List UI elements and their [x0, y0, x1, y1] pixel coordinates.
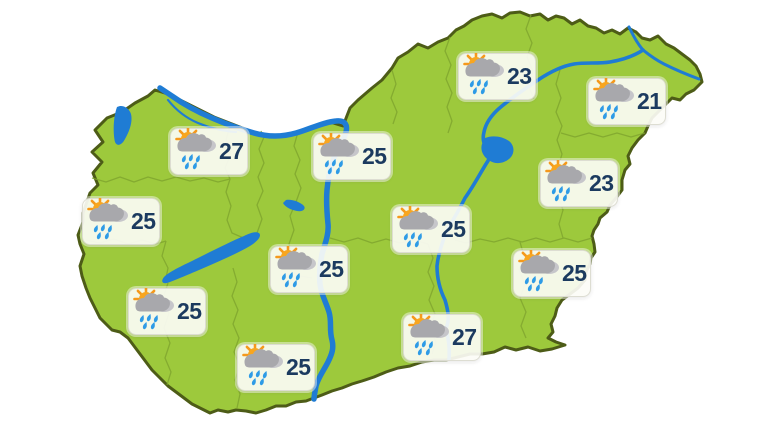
- temperature-label: 25: [177, 298, 202, 324]
- weather-badge-north[interactable]: 23: [458, 53, 536, 100]
- weather-badge-northeast[interactable]: 21: [588, 78, 666, 125]
- temperature-label: 25: [319, 256, 344, 282]
- weather-badge-south[interactable]: 27: [403, 314, 481, 361]
- sun-behind-rain-cloud-icon: [87, 198, 128, 240]
- sun-behind-rain-cloud-icon: [133, 288, 174, 330]
- weather-badge-northwest[interactable]: 27: [170, 128, 248, 175]
- temperature-label: 23: [589, 170, 614, 196]
- sun-behind-rain-cloud-icon: [275, 246, 316, 288]
- sun-behind-rain-cloud-icon: [518, 250, 559, 292]
- temperature-label: 25: [286, 354, 311, 380]
- temperature-label: 25: [562, 260, 587, 286]
- sun-behind-rain-cloud-icon: [175, 128, 216, 170]
- sun-behind-rain-cloud-icon: [397, 206, 438, 248]
- temperature-label: 27: [219, 138, 244, 164]
- temperature-label: 25: [362, 143, 387, 169]
- sun-behind-rain-cloud-icon: [545, 160, 586, 202]
- lake-balaton: [162, 232, 260, 284]
- weather-badge-center[interactable]: 25: [392, 206, 470, 253]
- river-danube: [157, 85, 350, 402]
- weather-badge-southwest[interactable]: 25: [128, 288, 206, 335]
- rivers-and-lakes: [113, 25, 701, 402]
- river-tisza-north-branch: [627, 25, 645, 52]
- weather-badge-east[interactable]: 23: [540, 160, 618, 207]
- sun-behind-rain-cloud-icon: [593, 78, 634, 120]
- sun-behind-rain-cloud-icon: [242, 344, 283, 386]
- temperature-label: 27: [452, 324, 477, 350]
- temperature-label: 23: [507, 63, 532, 89]
- weather-badge-pecs[interactable]: 25: [237, 344, 315, 391]
- weather-badge-west[interactable]: 25: [82, 198, 160, 245]
- temperature-label: 25: [441, 216, 466, 242]
- temperature-label: 25: [131, 208, 156, 234]
- country-outline: [76, 10, 704, 415]
- lake-ferto: [113, 105, 132, 145]
- lake-tisza: [481, 136, 514, 164]
- sun-behind-rain-cloud-icon: [318, 133, 359, 175]
- weather-badge-southeast[interactable]: 25: [513, 250, 591, 297]
- sun-behind-rain-cloud-icon: [408, 314, 449, 356]
- weather-badge-mid-south[interactable]: 25: [270, 246, 348, 293]
- river-tisza-east-branch: [641, 48, 701, 81]
- weather-badge-budapest[interactable]: 25: [313, 133, 391, 180]
- lake-velence: [283, 199, 305, 212]
- temperature-label: 21: [637, 88, 662, 114]
- sun-behind-rain-cloud-icon: [463, 53, 504, 95]
